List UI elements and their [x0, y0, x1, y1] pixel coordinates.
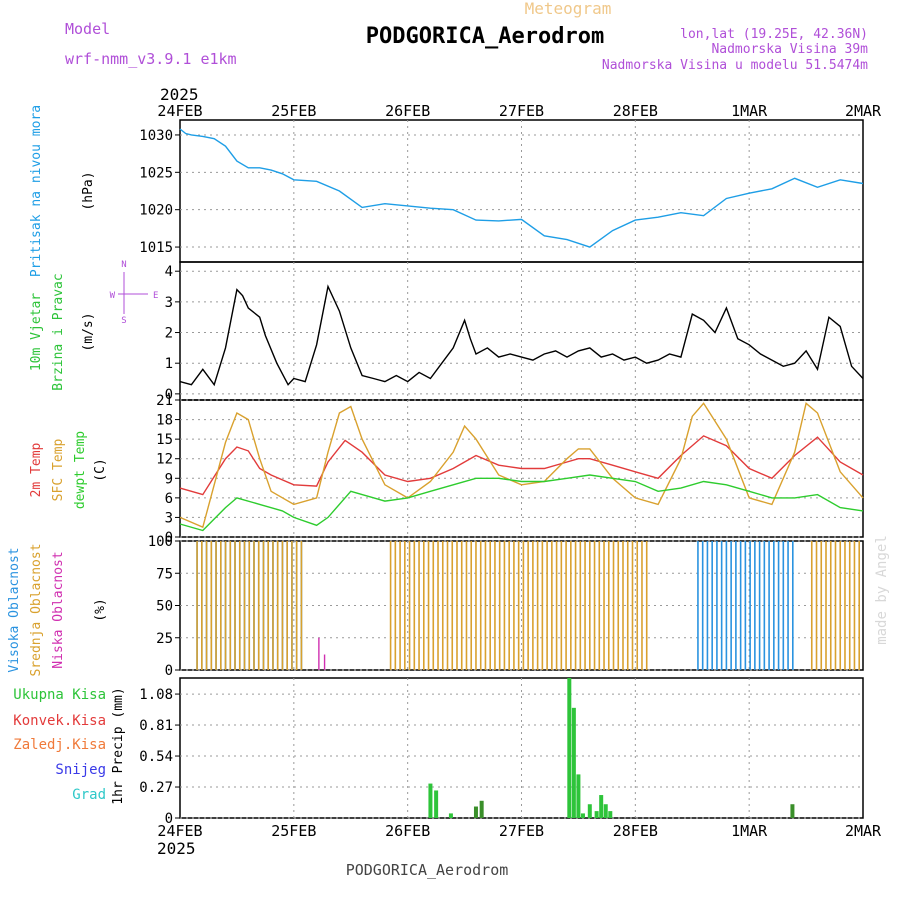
day-label-top: 28FEB: [613, 102, 658, 120]
precip-bar: [567, 678, 572, 818]
y-tick-label: 3: [165, 295, 173, 311]
pressure-label: Pritisak na nivou mora: [29, 105, 44, 277]
precip-bar: [587, 804, 592, 818]
series-line-sfc-temp: [179, 402, 864, 529]
precip-bar: [576, 774, 581, 818]
dewpt-label: dewpt Temp: [73, 431, 88, 509]
cloud-low-label: Niska Oblacnost: [51, 551, 66, 668]
watermark: made by Angel: [874, 535, 890, 645]
y-tick-label: 0: [165, 530, 173, 546]
precip-bar: [571, 707, 576, 818]
pressure-unit: (hPa): [81, 171, 96, 210]
panel-wind-frame: [179, 261, 864, 401]
y-tick-label: 50: [156, 599, 173, 615]
day-label-bottom: 25FEB: [271, 822, 316, 840]
day-label-top: 27FEB: [499, 102, 544, 120]
y-tick-label: 0.27: [139, 780, 173, 796]
y-tick-label: 0: [165, 811, 173, 827]
day-label-bottom: 24FEB: [157, 822, 202, 840]
series-line-dewpt-temp: [179, 474, 864, 532]
precip-bar: [428, 783, 433, 818]
y-tick-label: 1030: [139, 128, 173, 144]
precip-total-label: Ukupna Kisa: [13, 687, 106, 703]
wind-label-2: Brzina i Pravac: [51, 273, 66, 390]
y-tick-label: 15: [156, 432, 173, 448]
day-label-top: 24FEB: [157, 102, 202, 120]
compass-south: S: [121, 316, 126, 326]
y-tick-label: 6: [165, 491, 173, 507]
y-tick-label: 25: [156, 631, 173, 647]
year-bottom: 2025: [157, 839, 196, 858]
day-label-top: 25FEB: [271, 102, 316, 120]
compass-west: W: [110, 291, 116, 301]
precip-bar: [580, 813, 585, 818]
wind-compass: W E N S: [110, 260, 159, 326]
cloud-unit: (%): [93, 598, 108, 621]
y-tick-label: 0: [165, 387, 173, 403]
y-tick-label: 2: [165, 326, 173, 342]
model-name: wrf-nmm_v3.9.1 e1km: [65, 50, 237, 68]
elevation-label: Nadmorska Visina 39m: [711, 42, 868, 57]
cloud-high-label: Visoka Oblacnost: [7, 547, 22, 672]
y-tick-label: 0.54: [139, 749, 173, 765]
cloud-mid-label: Srednja Oblacnost: [29, 543, 44, 676]
precip-ylabel: 1hr Precip (mm): [111, 687, 126, 804]
y-tick-label: 0: [165, 663, 173, 679]
lonlat-label: lon,lat (19.25E, 42.36N): [680, 27, 868, 42]
day-label-bottom: 27FEB: [499, 822, 544, 840]
model-label: Model: [65, 20, 110, 38]
precip-conv-label: Konvek.Kisa: [13, 713, 106, 729]
temp-unit: (C): [93, 458, 108, 481]
footer-station: PODGORICA_Aerodrom: [346, 861, 509, 879]
y-tick-label: 75: [156, 566, 173, 582]
temp2m-label: 2m Temp: [29, 442, 44, 497]
y-tick-label: 18: [156, 413, 173, 429]
compass-north: N: [121, 260, 126, 270]
y-tick-label: 12: [156, 452, 173, 468]
precip-bar: [608, 811, 613, 818]
model-elevation-label: Nadmorska Visina u modelu 51.5474m: [602, 58, 868, 73]
precip-bar: [599, 795, 604, 818]
compass-east: E: [153, 291, 158, 301]
y-tick-label: 3: [165, 510, 173, 526]
station-title: PODGORICA_Aerodrom: [366, 24, 604, 49]
precip-bar: [448, 813, 453, 818]
day-label-top: 26FEB: [385, 102, 430, 120]
day-label-bottom: 28FEB: [613, 822, 658, 840]
precip-bar: [479, 800, 484, 818]
y-tick-label: 1025: [139, 165, 173, 181]
y-tick-label: 100: [148, 534, 173, 550]
day-label-bottom: 1MAR: [731, 822, 768, 840]
wind-label-1: 10m Vjetar: [29, 293, 44, 371]
series-line-pritisak-na-nivou-mora: [179, 128, 864, 248]
y-tick-label: 1: [165, 356, 173, 372]
y-tick-label: 1015: [139, 240, 173, 256]
year-top: 2025: [160, 85, 199, 104]
y-tick-label: 1020: [139, 203, 173, 219]
wind-unit: (m/s): [81, 312, 96, 351]
sfctemp-label: SFC Temp: [51, 439, 66, 502]
precip-bar: [603, 804, 608, 818]
y-tick-label: 4: [165, 264, 173, 280]
day-label-bottom: 2MAR: [845, 822, 882, 840]
series-line-10m-vjetar: [179, 284, 864, 387]
meteogram-label: Meteogram: [525, 0, 612, 18]
precip-bar: [473, 806, 478, 818]
day-label-bottom: 26FEB: [385, 822, 430, 840]
snow-label: Snijeg: [55, 762, 106, 778]
y-tick-label: 0.81: [139, 718, 173, 734]
plot-layer: 24FEB 24FEB 25FEB 25FEB 26FEB 26FEB 27FEB 27FEB…: [139, 102, 882, 840]
y-tick-label: 1.08: [139, 687, 173, 703]
day-label-top: 1MAR: [731, 102, 768, 120]
precip-frz-label: Zaledj.Kisa: [13, 737, 106, 753]
day-label-top: 2MAR: [845, 102, 882, 120]
precip-bar: [790, 804, 795, 818]
precip-bar: [594, 811, 599, 818]
y-tick-label: 9: [165, 471, 173, 487]
graupel-label: Grad: [72, 787, 106, 803]
precip-bar: [434, 790, 439, 818]
y-tick-label: 21: [156, 393, 173, 409]
panel-precip-frame: [179, 677, 864, 819]
